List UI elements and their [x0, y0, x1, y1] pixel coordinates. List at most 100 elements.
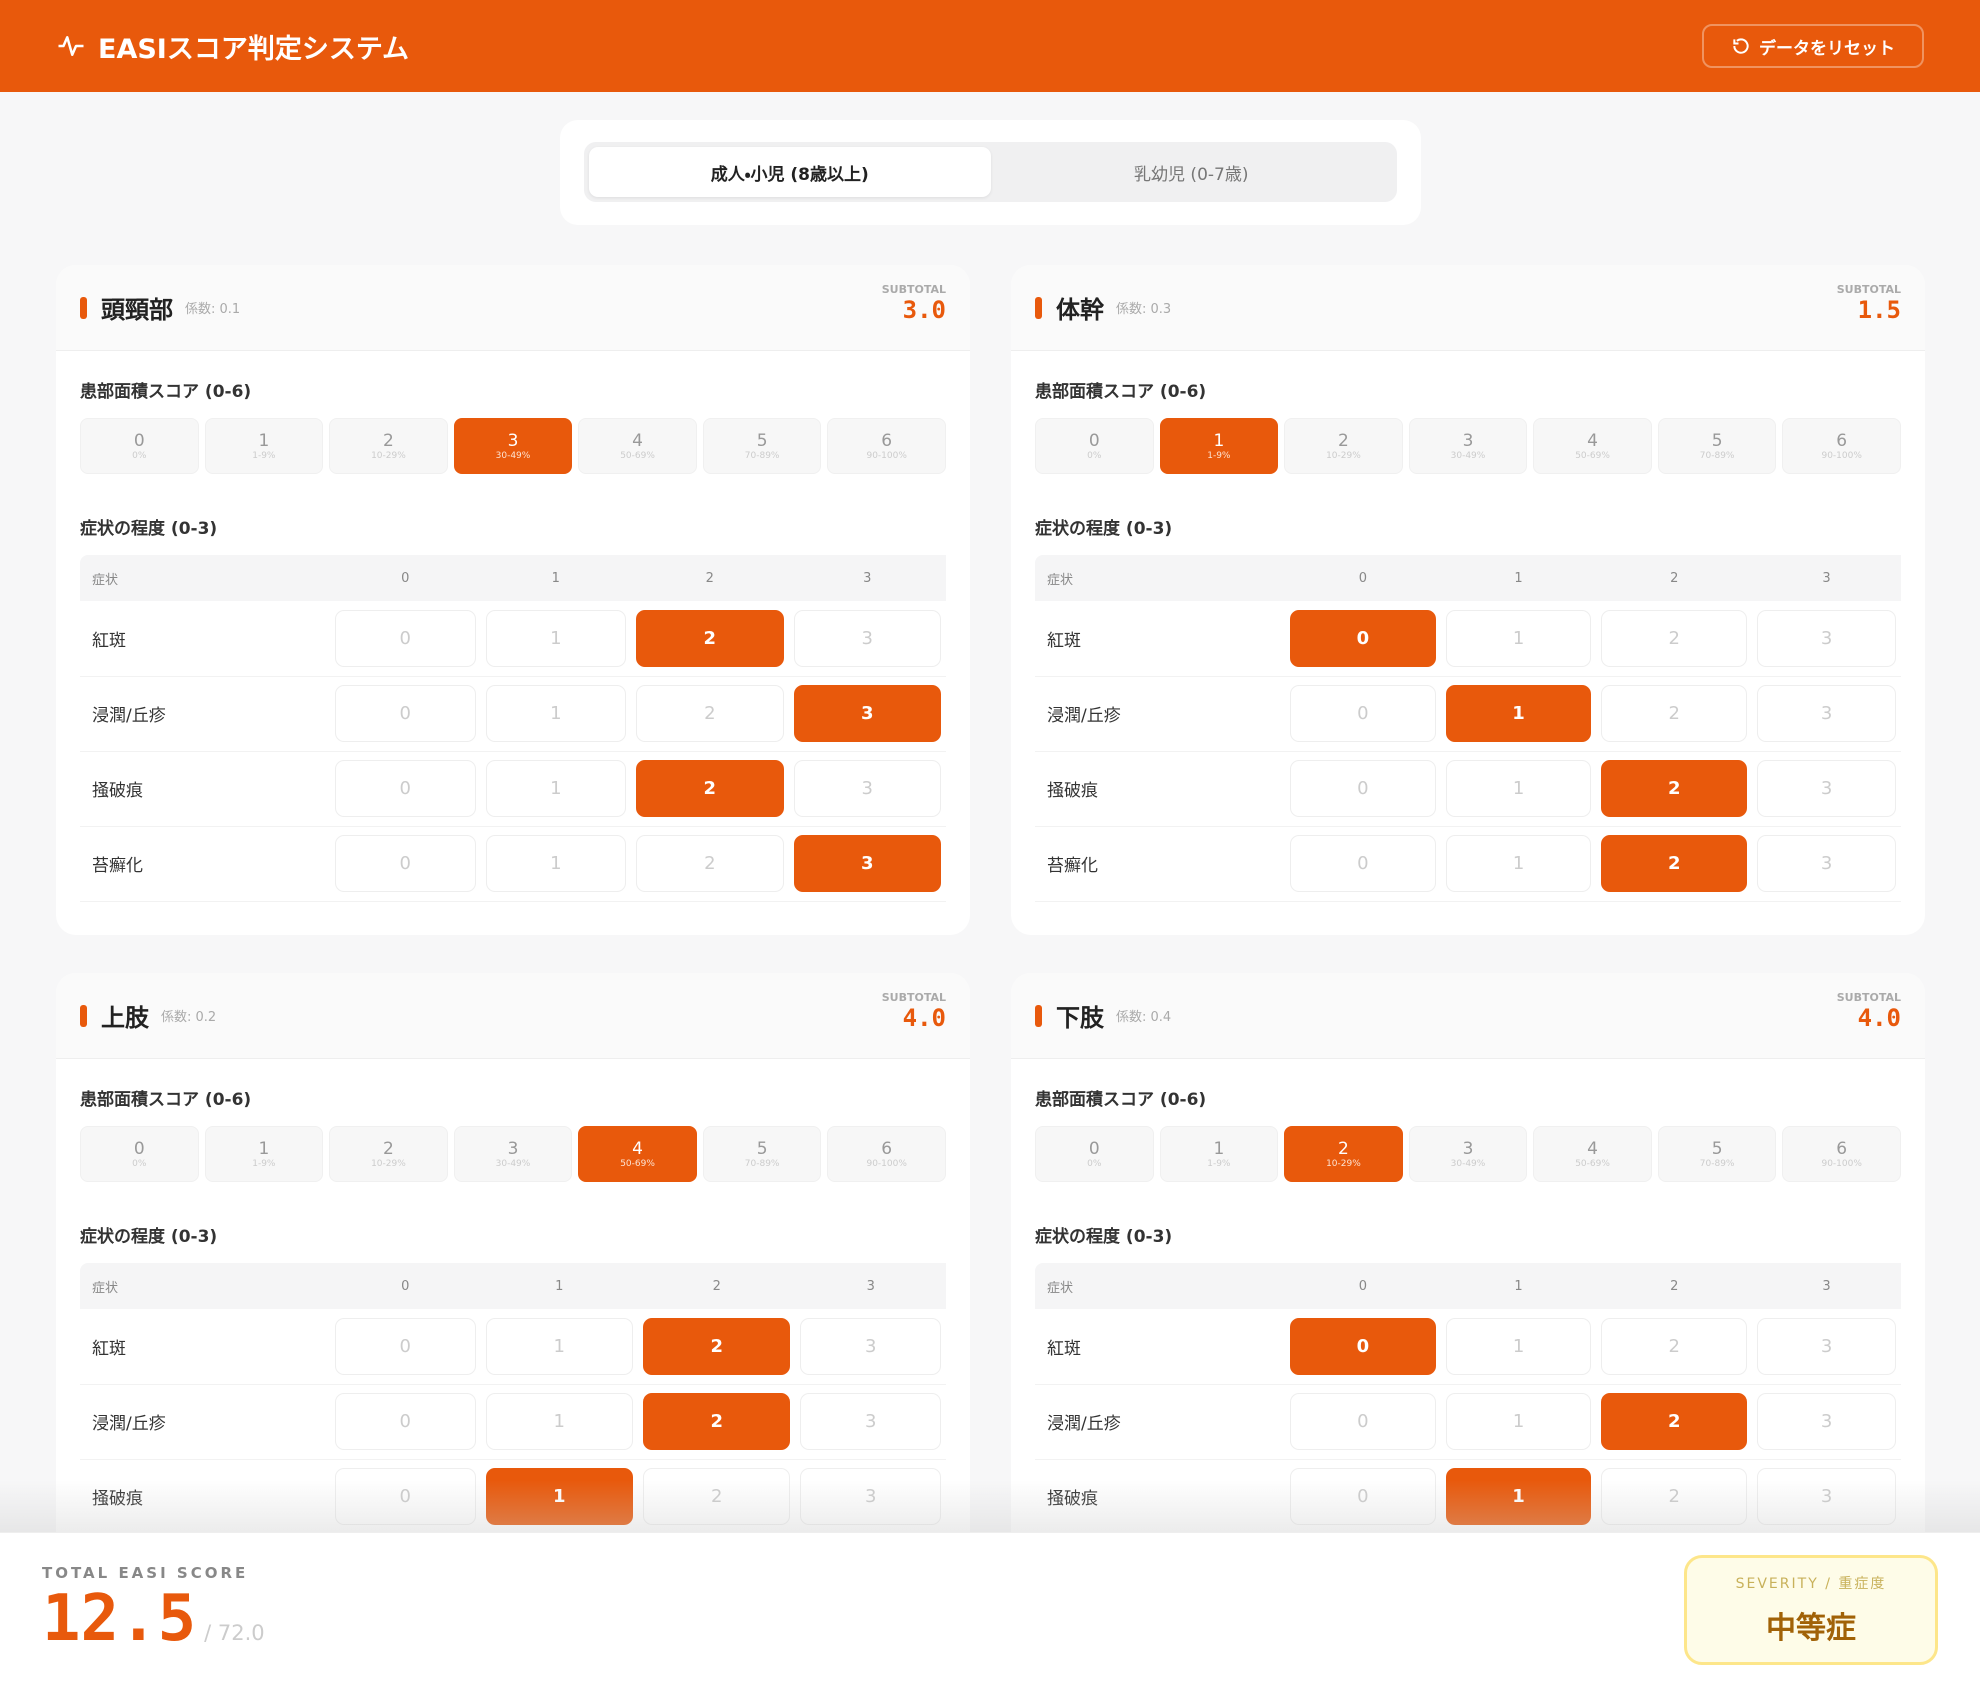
severity-cell[interactable]: 1: [485, 1468, 633, 1525]
area-button[interactable]: 5 70-89%: [1657, 418, 1777, 474]
severity-cell[interactable]: 1: [1445, 1393, 1592, 1450]
area-button[interactable]: 2 10-29%: [329, 418, 448, 474]
severity-cell[interactable]: 1: [1445, 1317, 1592, 1375]
severity-cell[interactable]: 0: [1290, 760, 1436, 817]
severity-cell[interactable]: 0: [335, 609, 476, 667]
severity-cell[interactable]: 0: [1290, 1468, 1436, 1525]
severity-cell[interactable]: 3: [800, 1393, 941, 1450]
severity-cell[interactable]: 0: [1290, 609, 1436, 667]
severity-cell[interactable]: 2: [1601, 685, 1748, 742]
severity-cell[interactable]: 2: [1601, 835, 1748, 892]
severity-cell[interactable]: 2: [1601, 760, 1748, 817]
severity-cell[interactable]: 2: [1601, 609, 1748, 667]
severity-cell[interactable]: 0: [335, 1317, 476, 1375]
area-options: 0 0% 1 1-9% 2 10-29% 3 30-49% 4 50-69% 5 70-89% 6 90-…: [80, 1126, 946, 1182]
severity-cell[interactable]: 3: [1757, 1317, 1896, 1375]
area-button[interactable]: 6 90-100%: [827, 418, 946, 474]
severity-cell[interactable]: 2: [636, 685, 784, 742]
area-button[interactable]: 0 0%: [1035, 418, 1154, 474]
area-button[interactable]: 0 0%: [80, 1126, 199, 1182]
severity-cell[interactable]: 1: [1445, 760, 1592, 817]
severity-cell[interactable]: 0: [335, 835, 476, 892]
area-button[interactable]: 5 70-89%: [1657, 1126, 1777, 1182]
area-button[interactable]: 4 50-69%: [578, 1126, 697, 1182]
cell-wrap: 1: [1440, 1384, 1597, 1460]
severity-cell[interactable]: 0: [335, 685, 476, 742]
severity-cell[interactable]: 0: [335, 760, 476, 817]
cell-wrap: 3: [1752, 1309, 1901, 1385]
severity-cell[interactable]: 2: [1601, 1317, 1748, 1375]
area-button[interactable]: 2 10-29%: [1284, 1126, 1403, 1182]
cell-wrap: 1: [480, 1459, 638, 1535]
severity-cell[interactable]: 1: [485, 685, 627, 742]
cell-wrap: 1: [1440, 1459, 1597, 1535]
severity-cell[interactable]: 1: [485, 609, 627, 667]
severity-cell[interactable]: 3: [1757, 609, 1896, 667]
severity-cell[interactable]: 3: [800, 1317, 941, 1375]
area-button[interactable]: 0 0%: [80, 418, 199, 474]
severity-cell[interactable]: 1: [485, 1317, 633, 1375]
severity-cell[interactable]: 2: [636, 835, 784, 892]
severity-cell[interactable]: 1: [485, 1393, 633, 1450]
severity-cell[interactable]: 3: [1757, 1468, 1896, 1525]
area-button[interactable]: 1 1-9%: [204, 1126, 324, 1182]
reset-button[interactable]: データをリセット: [1702, 24, 1924, 68]
severity-cell[interactable]: 2: [636, 609, 784, 667]
severity-cell[interactable]: 1: [1445, 1468, 1592, 1525]
area-button[interactable]: 3 30-49%: [453, 1126, 573, 1182]
area-score: 0: [1088, 1139, 1100, 1159]
tab[interactable]: 乳幼児 (0-7歳): [1134, 164, 1249, 185]
severity-cell[interactable]: 3: [793, 609, 941, 667]
area-button[interactable]: 6 90-100%: [1782, 1126, 1901, 1182]
severity-cell[interactable]: 2: [1601, 1468, 1748, 1525]
severity-cell[interactable]: 2: [1601, 1393, 1748, 1450]
tab[interactable]: 成人・小児 (8歳以上): [589, 147, 991, 197]
severity-cell[interactable]: 3: [1757, 1393, 1896, 1450]
severity-cell[interactable]: 1: [1445, 685, 1592, 742]
area-range: 1-9%: [1207, 451, 1231, 461]
area-button[interactable]: 5 70-89%: [702, 1126, 822, 1182]
severity-cell[interactable]: 1: [1445, 609, 1592, 667]
area-button[interactable]: 3 30-49%: [453, 418, 573, 474]
severity-cell[interactable]: 0: [1290, 685, 1436, 742]
severity-cell[interactable]: 1: [1445, 835, 1592, 892]
cell-wrap: 3: [1752, 1384, 1901, 1460]
severity-cell[interactable]: 1: [485, 760, 627, 817]
area-button[interactable]: 4 50-69%: [1533, 1126, 1652, 1182]
area-button[interactable]: 6 90-100%: [1782, 418, 1901, 474]
area-button[interactable]: 1 1-9%: [1159, 1126, 1279, 1182]
severity-cell[interactable]: 3: [800, 1468, 941, 1525]
area-button[interactable]: 4 50-69%: [578, 418, 697, 474]
area-button[interactable]: 6 90-100%: [827, 1126, 946, 1182]
area-button[interactable]: 5 70-89%: [702, 418, 822, 474]
severity-cell[interactable]: 3: [793, 835, 941, 892]
tab-track: 成人・小児 (8歳以上) 乳幼児 (0-7歳): [584, 142, 1397, 202]
severity-cell[interactable]: 2: [642, 1468, 791, 1525]
severity-cell[interactable]: 0: [1290, 1317, 1436, 1375]
area-score: 5: [756, 1139, 768, 1159]
area-button[interactable]: 2 10-29%: [329, 1126, 448, 1182]
severity-cell[interactable]: 3: [793, 760, 941, 817]
area-button[interactable]: 3 30-49%: [1408, 1126, 1528, 1182]
area-button[interactable]: 1 1-9%: [1159, 418, 1279, 474]
severity-cell[interactable]: 3: [1757, 685, 1896, 742]
area-button[interactable]: 4 50-69%: [1533, 418, 1652, 474]
severity-cell[interactable]: 0: [1290, 1393, 1436, 1450]
area-button[interactable]: 0 0%: [1035, 1126, 1154, 1182]
area-button[interactable]: 3 30-49%: [1408, 418, 1528, 474]
severity-cell[interactable]: 2: [642, 1317, 791, 1375]
severity-cell[interactable]: 0: [1290, 835, 1436, 892]
severity-cell[interactable]: 2: [642, 1393, 791, 1450]
severity-cell[interactable]: 3: [1757, 760, 1896, 817]
symptom-title: 症状の程度 (0-3): [1035, 1227, 1173, 1247]
severity-cell[interactable]: 3: [1757, 835, 1896, 892]
severity-cell[interactable]: 0: [335, 1393, 476, 1450]
severity-cell[interactable]: 2: [636, 760, 784, 817]
subtotal: SUBTOTAL 4.0: [1837, 991, 1901, 1032]
area-button[interactable]: 1 1-9%: [204, 418, 324, 474]
severity-cell[interactable]: 3: [793, 685, 941, 742]
severity-cell[interactable]: 1: [485, 835, 627, 892]
area-button[interactable]: 2 10-29%: [1284, 418, 1403, 474]
severity-cell[interactable]: 0: [335, 1468, 476, 1525]
cell-wrap: 0: [1285, 1459, 1441, 1535]
